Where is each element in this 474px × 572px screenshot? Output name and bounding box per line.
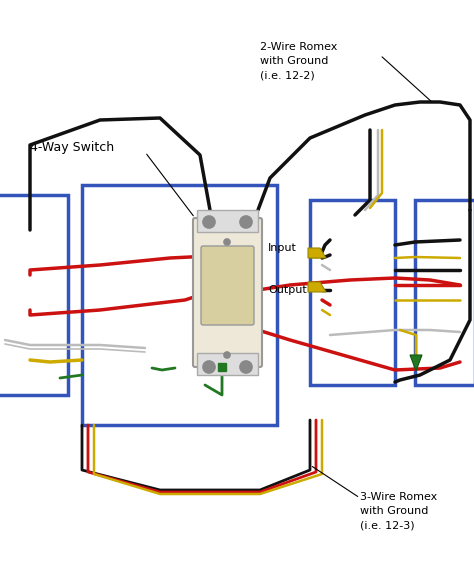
Bar <box>0 195 68 395</box>
Polygon shape <box>308 282 326 292</box>
Circle shape <box>240 216 252 228</box>
Text: 3-Wire Romex
with Ground
(i.e. 12-3): 3-Wire Romex with Ground (i.e. 12-3) <box>360 492 437 530</box>
Bar <box>197 353 258 375</box>
Bar <box>310 200 395 385</box>
Bar <box>197 210 258 232</box>
Bar <box>82 185 277 425</box>
Circle shape <box>240 361 252 373</box>
Polygon shape <box>308 248 326 258</box>
Circle shape <box>203 361 215 373</box>
Bar <box>415 200 474 385</box>
FancyBboxPatch shape <box>193 218 262 367</box>
Circle shape <box>224 352 230 358</box>
FancyBboxPatch shape <box>201 246 254 325</box>
Circle shape <box>203 216 215 228</box>
Polygon shape <box>410 355 422 371</box>
Text: Output: Output <box>268 285 307 295</box>
Text: 2-Wire Romex
with Ground
(i.e. 12-2): 2-Wire Romex with Ground (i.e. 12-2) <box>260 42 337 80</box>
Circle shape <box>224 239 230 245</box>
Text: 4-Way Switch: 4-Way Switch <box>30 141 114 154</box>
Text: Input: Input <box>268 243 297 253</box>
